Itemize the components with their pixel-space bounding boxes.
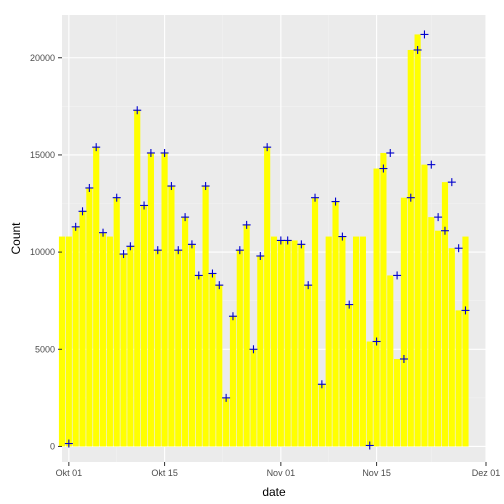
bar	[162, 153, 168, 446]
bar	[148, 153, 154, 446]
x-tick-label: Nov 15	[362, 468, 391, 478]
bar	[134, 110, 140, 446]
bar	[216, 285, 222, 446]
bar	[107, 237, 113, 447]
bar	[223, 398, 229, 447]
bar	[209, 273, 215, 446]
y-tick-label: 0	[50, 441, 55, 451]
y-tick-label: 15000	[30, 150, 55, 160]
bar	[244, 225, 250, 447]
bar	[114, 198, 120, 447]
bar	[456, 310, 462, 446]
bar	[401, 198, 407, 447]
bar	[449, 248, 455, 446]
bar	[264, 147, 270, 446]
bar	[326, 237, 332, 447]
bar	[141, 205, 147, 446]
bar	[237, 250, 243, 446]
bar	[462, 237, 468, 447]
bar	[380, 153, 386, 446]
bar	[415, 34, 421, 446]
bar	[312, 198, 318, 447]
bar	[285, 240, 291, 446]
bar	[203, 186, 209, 446]
bar	[367, 342, 373, 447]
bar	[305, 285, 311, 446]
bar	[387, 275, 393, 446]
x-tick-label: Dez 01	[472, 468, 501, 478]
bar	[250, 349, 256, 446]
y-axis-title: Count	[9, 222, 23, 255]
bar	[298, 244, 304, 446]
bar	[59, 237, 65, 447]
bar	[73, 227, 79, 447]
bar	[127, 246, 133, 446]
x-tick-label: Okt 15	[151, 468, 178, 478]
x-tick-label: Okt 01	[56, 468, 83, 478]
bar	[66, 237, 72, 447]
bar	[182, 217, 188, 446]
bar	[230, 316, 236, 446]
bar	[394, 359, 400, 446]
bar	[168, 186, 174, 446]
bar	[332, 202, 338, 447]
bar	[435, 231, 441, 447]
bar	[93, 147, 99, 446]
x-tick-label: Nov 01	[267, 468, 296, 478]
bar	[278, 240, 284, 446]
bar	[175, 250, 181, 446]
bar	[271, 237, 277, 447]
y-tick-label: 5000	[35, 344, 55, 354]
bar	[319, 384, 325, 446]
bar	[100, 233, 106, 447]
bar	[428, 217, 434, 446]
bar	[291, 240, 297, 446]
bar	[155, 250, 161, 446]
bar	[421, 165, 427, 447]
y-tick-label: 20000	[30, 53, 55, 63]
bar	[346, 305, 352, 447]
bar	[257, 256, 263, 446]
bar	[360, 237, 366, 447]
bar	[120, 254, 126, 446]
bar	[86, 188, 92, 446]
bar	[374, 169, 380, 447]
bar	[196, 275, 202, 446]
y-tick-label: 10000	[30, 247, 55, 257]
bar	[79, 211, 85, 446]
bar	[408, 50, 414, 446]
bar	[339, 237, 345, 447]
bar	[353, 237, 359, 447]
x-axis-title: date	[262, 485, 286, 499]
bar	[442, 182, 448, 446]
bar	[189, 244, 195, 446]
